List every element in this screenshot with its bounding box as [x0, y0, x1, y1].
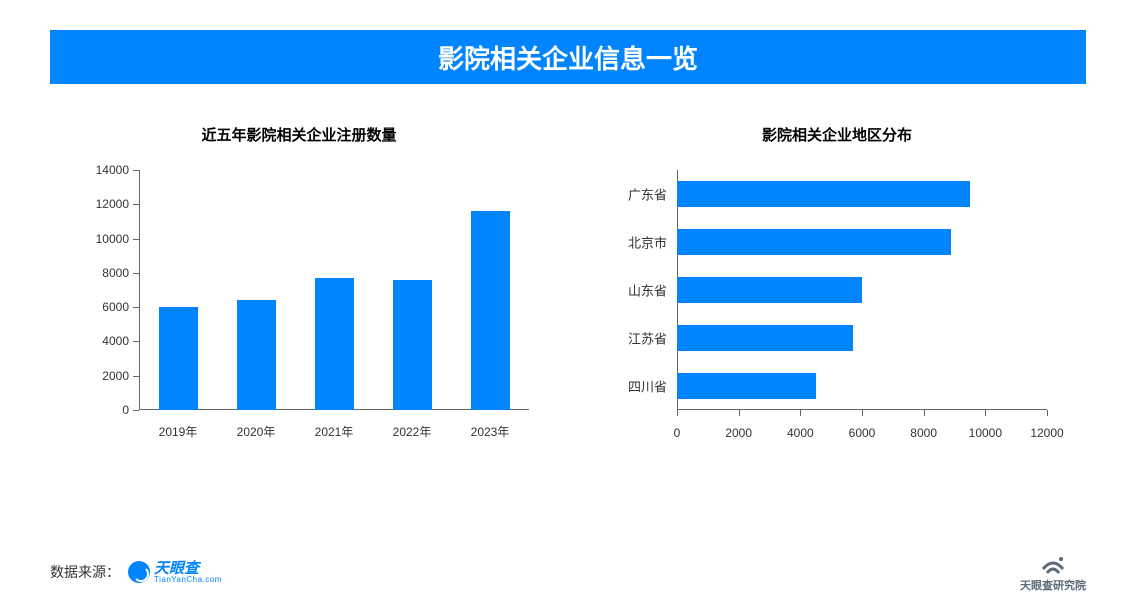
right-chart-block: 影院相关企业地区分布 广东省北京市山东省江苏省四川省 0 2000 4000 6000 8… — [588, 124, 1086, 440]
vertical-bar-chart: 020004000600080001000012000140002019年202… — [69, 170, 529, 440]
hchart-xtick-mark — [924, 410, 925, 416]
hchart-xtick-mark — [985, 410, 986, 416]
hchart-xtick-mark — [800, 410, 801, 416]
left-chart-block: 近五年影院相关企业注册数量 0 2000 4000 6000 8000 10000 1200… — [50, 124, 548, 440]
hchart-xtick-mark — [862, 410, 863, 416]
vchart-ytick-mark — [133, 239, 139, 240]
data-source: 数据来源： 天眼查 TianYanCha.com — [50, 561, 222, 584]
hchart-ylabel: 四川省 — [607, 377, 667, 396]
tianyancha-logo-text: 天眼查 TianYanCha.com — [154, 561, 222, 584]
charts-row: 近五年影院相关企业注册数量 0 2000 4000 6000 8000 10000 1200… — [50, 124, 1086, 440]
hchart-xtick: 6000 — [849, 426, 876, 440]
vchart-ytick: 14000 — [69, 163, 129, 177]
vchart-ytick-mark — [133, 170, 139, 171]
hchart-ylabel: 北京市 — [607, 233, 667, 252]
hchart-xtick-mark — [739, 410, 740, 416]
vchart-xtick: 2020年 — [237, 423, 276, 440]
hchart-bar — [677, 277, 862, 303]
hchart-xtick-mark — [677, 410, 678, 416]
hchart-ylabel: 广东省 — [607, 185, 667, 204]
hchart-xtick: 12000 — [1030, 426, 1063, 440]
vchart-xtick: 2023年 — [471, 423, 510, 440]
hchart-xtick: 8000 — [910, 426, 937, 440]
hchart-bar — [677, 373, 816, 399]
source-label: 数据来源： — [50, 562, 120, 582]
vchart-ytick-mark — [133, 204, 139, 205]
vchart-xtick: 2019年 — [159, 423, 198, 440]
vchart-ytick-mark — [133, 341, 139, 342]
hchart-xtick: 10000 — [969, 426, 1002, 440]
vchart-ytick: 4000 — [69, 334, 129, 348]
hchart-bar — [677, 229, 951, 255]
hchart-ylabel: 江苏省 — [607, 329, 667, 348]
hchart-bar — [677, 325, 853, 351]
vchart-ytick-mark — [133, 376, 139, 377]
vchart-xtick: 2021年 — [315, 423, 354, 440]
tianyancha-logo-icon — [128, 561, 150, 583]
hchart-xtick-mark — [1047, 410, 1048, 416]
hchart-xtick: 0 — [674, 426, 681, 440]
vchart-ytick: 10000 — [69, 232, 129, 246]
vchart-ytick: 8000 — [69, 266, 129, 280]
vchart-bar — [393, 280, 432, 410]
tianyancha-logo: 天眼查 TianYanCha.com — [128, 561, 222, 584]
right-chart-title: 影院相关企业地区分布 — [762, 124, 912, 145]
vchart-ytick: 2000 — [69, 369, 129, 383]
vchart-ytick: 6000 — [69, 300, 129, 314]
vchart-xtick: 2022年 — [393, 423, 432, 440]
hchart-bar — [677, 181, 970, 207]
page-title: 影院相关企业信息一览 — [438, 39, 698, 76]
hchart-xtick: 2000 — [725, 426, 752, 440]
research-institute-text: 天眼查研究院 — [1020, 577, 1086, 593]
footer: 数据来源： 天眼查 TianYanCha.com 天眼查研究院 — [50, 551, 1086, 593]
vchart-ytick: 0 — [69, 403, 129, 417]
left-chart-title: 近五年影院相关企业注册数量 — [201, 124, 396, 145]
hchart-ylabel: 山东省 — [607, 281, 667, 300]
horizontal-bar-chart: 广东省北京市山东省江苏省四川省 0 2000 4000 6000 8000 10000 120… — [607, 170, 1067, 440]
research-institute-logo: 天眼查研究院 — [1020, 551, 1086, 593]
vchart-bar — [159, 307, 198, 410]
tianyancha-logo-en: TianYanCha.com — [154, 576, 222, 584]
page-root: 影院相关企业信息一览 近五年影院相关企业注册数量 0 2000 4000 6000 80… — [0, 0, 1136, 613]
vchart-ytick-mark — [133, 410, 139, 411]
vchart-ytick: 12000 — [69, 197, 129, 211]
hchart-xtick: 4000 — [787, 426, 814, 440]
vchart-ytick-mark — [133, 307, 139, 308]
tianyancha-logo-cn: 天眼查 — [154, 561, 222, 576]
vchart-bar — [471, 211, 510, 410]
vchart-bar — [315, 278, 354, 410]
research-institute-icon — [1039, 551, 1067, 575]
title-bar: 影院相关企业信息一览 — [50, 30, 1086, 84]
vchart-bar — [237, 300, 276, 410]
vchart-ytick-mark — [133, 273, 139, 274]
